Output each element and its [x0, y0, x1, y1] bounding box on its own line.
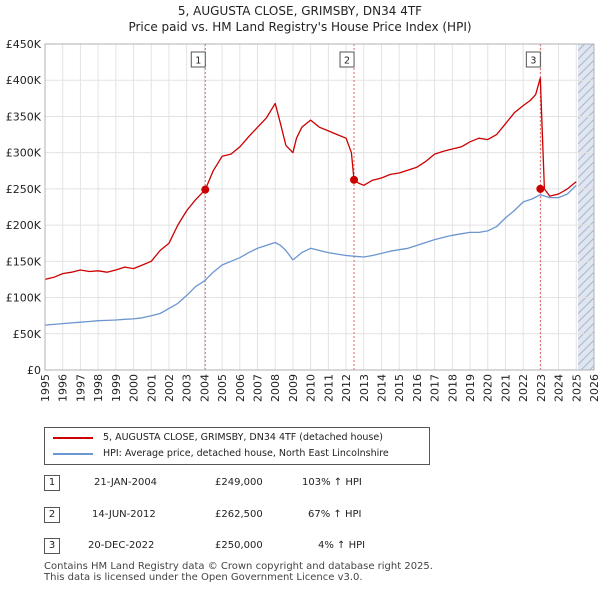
y-tick-label: £200K	[6, 219, 42, 232]
legend-item-hpi: HPI: Average price, detached house, Nort…	[53, 447, 423, 461]
y-tick-label: £400K	[6, 74, 42, 87]
annotation-label: 2	[344, 56, 350, 67]
x-tick-label: 2021	[499, 374, 512, 402]
legend-label-hpi: HPI: Average price, detached house, Nort…	[103, 448, 389, 459]
transaction-number-badge: 3	[44, 538, 60, 554]
y-tick-label: £50K	[13, 328, 42, 341]
y-tick-label: £350K	[6, 110, 42, 123]
transaction-price: £262,500	[215, 509, 263, 520]
transaction-price: £250,000	[215, 540, 263, 551]
x-tick-label: 2006	[234, 374, 247, 402]
y-tick-label: £100K	[6, 292, 42, 305]
y-tick-label: £0	[27, 364, 41, 377]
transaction-date: 21-JAN-2004	[94, 477, 158, 488]
y-tick-label: £150K	[6, 255, 42, 268]
x-tick-label: 2020	[482, 374, 495, 402]
legend-item-property: 5, AUGUSTA CLOSE, GRIMSBY, DN34 4TF (det…	[53, 431, 423, 445]
transaction-number-badge: 2	[44, 507, 60, 523]
y-tick-label: £300K	[6, 147, 42, 160]
x-tick-label: 2022	[517, 374, 530, 402]
transaction-date: 14-JUN-2012	[92, 509, 156, 520]
annotation-box	[525, 51, 541, 68]
chart-legend: 5, AUGUSTA CLOSE, GRIMSBY, DN34 4TF (det…	[44, 427, 430, 465]
transaction-date: 20-DEC-2022	[88, 540, 155, 551]
annotation-label: 1	[195, 56, 201, 67]
x-tick-label: 2008	[269, 374, 282, 402]
legend-swatch-property	[53, 437, 93, 439]
x-tick-label: 2009	[287, 374, 300, 402]
x-tick-label: 1995	[39, 374, 52, 402]
x-tick-label: 2002	[163, 374, 176, 402]
x-tick-label: 2007	[252, 374, 265, 402]
annotation-box	[190, 51, 206, 68]
transaction-number-badge: 1	[44, 475, 60, 491]
x-tick-label: 2026	[588, 374, 600, 402]
annotation-box	[339, 51, 355, 68]
plot-frame	[44, 43, 595, 371]
x-tick-label: 2016	[411, 374, 424, 402]
chart-title: 5, AUGUSTA CLOSE, GRIMSBY, DN34 4TF	[177, 4, 423, 18]
forecast-region	[578, 44, 594, 370]
x-tick-label: 2011	[322, 374, 335, 402]
hpi-line	[44, 184, 577, 326]
x-tick-label: 2017	[429, 374, 442, 402]
price-chart: 1 2 3 £0 £50K £100K £150K £200K £250K £300K £350K…	[6, 38, 600, 402]
x-tick-label: 2013	[358, 374, 371, 402]
transaction-hpi-change: 67% ↑ HPI	[308, 509, 362, 520]
x-tick-label: 2023	[535, 374, 548, 402]
x-tick-label: 2018	[446, 374, 459, 402]
footer-licence: This data is licensed under the Open Gov…	[44, 572, 363, 583]
x-tick-label: 2001	[145, 374, 158, 402]
sale-point	[350, 175, 359, 184]
x-tick-label: 1996	[57, 374, 70, 402]
y-tick-label: £450K	[6, 38, 42, 51]
x-tick-label: 2014	[375, 374, 388, 402]
x-tick-label: 2005	[216, 374, 229, 402]
x-tick-label: 2012	[340, 374, 353, 402]
x-tick-label: 2015	[393, 374, 406, 402]
footer-copyright: Contains HM Land Registry data © Crown c…	[44, 561, 433, 572]
sale-point	[201, 185, 210, 194]
x-tick-label: 2000	[128, 374, 141, 402]
transaction-hpi-change: 103% ↑ HPI	[302, 477, 362, 488]
legend-swatch-hpi	[53, 453, 93, 455]
x-tick-label: 2010	[305, 374, 318, 402]
annotation-label: 3	[530, 56, 536, 67]
x-tick-label: 2024	[553, 374, 566, 402]
x-tick-label: 2003	[181, 374, 194, 402]
x-tick-label: 1999	[110, 374, 123, 402]
x-tick-label: 1997	[74, 374, 87, 402]
legend-label-property: 5, AUGUSTA CLOSE, GRIMSBY, DN34 4TF (det…	[103, 432, 383, 443]
x-tick-label: 2004	[198, 374, 211, 402]
x-tick-label: 2025	[570, 374, 583, 402]
plot-area	[45, 44, 594, 370]
transaction-price: £249,000	[215, 477, 263, 488]
chart-subtitle: Price paid vs. HM Land Registry's House …	[128, 20, 472, 34]
y-tick-label: £250K	[6, 183, 42, 196]
x-tick-label: 1998	[92, 374, 105, 402]
sale-point	[536, 184, 545, 193]
transaction-hpi-change: 4% ↑ HPI	[318, 540, 366, 551]
property-price-line	[44, 77, 577, 281]
x-tick-label: 2019	[464, 374, 477, 402]
